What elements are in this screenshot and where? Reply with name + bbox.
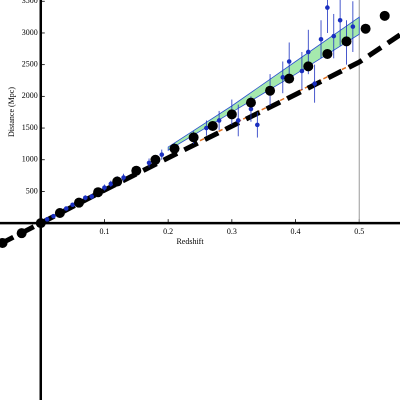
x-tick-label: 0.5 bbox=[354, 227, 364, 236]
data-point bbox=[108, 181, 114, 187]
model-dot bbox=[131, 165, 142, 176]
data-point bbox=[337, 17, 343, 23]
model-dot bbox=[35, 218, 46, 229]
data-point bbox=[204, 125, 209, 131]
model-dot bbox=[379, 10, 390, 21]
model-dot bbox=[188, 132, 199, 143]
dashed-line bbox=[0, 32, 400, 247]
data-point bbox=[280, 75, 286, 80]
x-tick-label: 0.2 bbox=[163, 227, 173, 236]
model-dot bbox=[16, 228, 27, 239]
data-point bbox=[159, 152, 165, 157]
model-dot bbox=[341, 36, 352, 47]
data-point bbox=[235, 118, 241, 123]
y-axis-label: Distance (Mpc) bbox=[7, 87, 16, 137]
model-dot bbox=[93, 187, 104, 198]
band bbox=[167, 16, 360, 151]
model-dot bbox=[54, 207, 65, 218]
model-dot bbox=[207, 120, 218, 131]
x-tick-label: 0.1 bbox=[99, 227, 109, 236]
y-tick-label: 3500 bbox=[22, 0, 38, 5]
model-dot bbox=[303, 61, 314, 72]
data-point bbox=[318, 37, 324, 42]
data-point bbox=[248, 106, 254, 112]
model-dot bbox=[226, 109, 237, 120]
y-tick-label: 3000 bbox=[22, 28, 38, 37]
data-point bbox=[89, 194, 95, 199]
y-tick-label: 500 bbox=[26, 186, 38, 195]
data-point bbox=[299, 68, 305, 74]
model-dot bbox=[322, 48, 333, 59]
model-dot bbox=[112, 176, 123, 187]
data-point bbox=[286, 59, 292, 64]
model-dot bbox=[360, 23, 371, 34]
data-point bbox=[44, 217, 50, 222]
model-dot bbox=[245, 97, 256, 108]
data-point bbox=[70, 202, 75, 208]
model-dot bbox=[0, 237, 8, 248]
data-point bbox=[121, 175, 126, 180]
x-tick-label: 0.3 bbox=[227, 227, 237, 236]
data-point bbox=[305, 49, 311, 55]
data-point bbox=[51, 213, 56, 219]
data-point bbox=[312, 81, 317, 86]
model-dot bbox=[150, 154, 161, 165]
y-tick-label: 2500 bbox=[22, 59, 38, 68]
model-dot bbox=[265, 85, 276, 96]
y-tick-label: 1000 bbox=[22, 155, 38, 164]
data-point bbox=[102, 185, 107, 190]
data-point bbox=[146, 160, 152, 166]
data-point bbox=[350, 24, 356, 29]
data-point bbox=[325, 5, 330, 10]
y-tick-label: 1500 bbox=[22, 123, 38, 132]
x-tick-label: 0.4 bbox=[291, 227, 301, 236]
model-dot bbox=[73, 197, 84, 208]
data-point bbox=[83, 195, 88, 201]
data-point bbox=[216, 118, 222, 123]
data-point bbox=[331, 33, 337, 39]
x-axis-label: Redshift bbox=[176, 237, 204, 246]
data-point bbox=[255, 122, 260, 128]
model-dot bbox=[169, 143, 180, 154]
y-tick-label: 2000 bbox=[22, 91, 38, 100]
model-dot bbox=[284, 73, 295, 84]
data-point bbox=[63, 206, 69, 211]
